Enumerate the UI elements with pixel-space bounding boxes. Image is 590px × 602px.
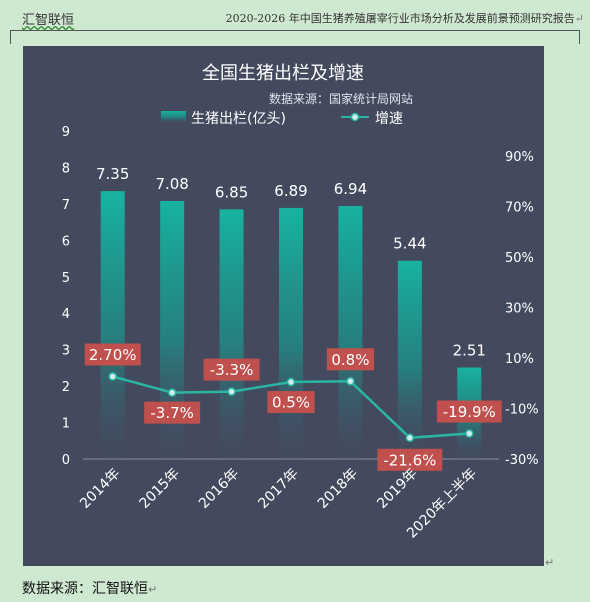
- legend-bar-label: 生猪出栏(亿头): [191, 111, 286, 127]
- bar-value-label: 2.51: [453, 342, 486, 360]
- left-axis-tick-label: 1: [62, 417, 70, 432]
- growth-label-box: [267, 391, 315, 414]
- growth-label-box: [144, 401, 201, 424]
- x-axis-tick-label: 2016年: [196, 466, 242, 512]
- right-axis-tick-label: 30%: [505, 302, 534, 317]
- growth-value-label: -19.9%: [443, 403, 496, 421]
- chart-svg: 全国生猪出栏及增速 数据来源：国家统计局网站 生猪出栏(亿头) 增速 0 1 2 3 4…: [62, 63, 539, 542]
- growth-point-2018年: [346, 377, 355, 386]
- bar-value-label: 6.89: [274, 182, 307, 200]
- right-axis-ticks: -30% -10% 10% 30% 50% 70% 90%: [505, 150, 539, 468]
- header-report-title: 2020-2026 年中国生猪养殖屠宰行业市场分析及发展前景预测研究报告↵: [225, 12, 584, 25]
- left-axis-tick-label: 4: [62, 307, 70, 322]
- growth-point-2019年: [405, 433, 415, 443]
- panel-para-mark: ↵: [545, 556, 555, 569]
- growth-label-box: [377, 448, 443, 471]
- left-axis-tick-label: 8: [62, 161, 70, 176]
- right-axis-tick-label: 90%: [505, 150, 534, 165]
- growth-point-2020年上半年: [465, 429, 474, 438]
- legend-line-label: 增速: [375, 111, 403, 127]
- growth-value-labels: 2.70% -3.7% -3.3% 0.5% 0.8% -21.6% -19.9%: [84, 343, 502, 471]
- x-axis-tick-label: 2019年: [374, 466, 420, 512]
- x-axis-tick-label: 2017年: [255, 466, 301, 512]
- growth-value-label: -3.7%: [150, 404, 194, 422]
- bar-2014年: [100, 191, 125, 459]
- growth-value-label: 0.5%: [272, 394, 310, 412]
- left-axis-tick-label: 7: [62, 198, 70, 213]
- header-corner-left: [10, 30, 11, 44]
- growth-label-box: [436, 400, 502, 423]
- growth-value-label: 2.70%: [89, 346, 137, 364]
- legend-bar-swatch: [161, 111, 186, 123]
- left-axis-tick-label: 5: [62, 271, 70, 286]
- bar-series: [100, 191, 482, 459]
- document-header: 汇智联恒 2020-2026 年中国生猪养殖屠宰行业市场分析及发展前景预测研究报…: [0, 0, 590, 44]
- growth-label-box: [203, 358, 260, 381]
- growth-value-label: -21.6%: [383, 451, 436, 469]
- right-axis-tick-label: 70%: [505, 201, 534, 216]
- right-axis-tick-label: 50%: [505, 251, 534, 266]
- growth-point-2017年: [286, 377, 296, 387]
- bar-2019年: [397, 260, 422, 459]
- header-company-name: 汇智联恒: [22, 13, 75, 28]
- growth-point-2014年: [108, 372, 117, 381]
- left-axis-tick-label: 2: [62, 380, 70, 395]
- x-axis-tick-label: 2015年: [137, 466, 183, 512]
- chart-legend: 生猪出栏(亿头) 增速: [161, 111, 403, 127]
- left-axis-tick-label: 9: [62, 125, 70, 140]
- chart-subtitle: 数据来源：国家统计局网站: [269, 91, 413, 106]
- bar-2016年: [219, 209, 244, 459]
- bar-value-label: 7.08: [155, 175, 188, 193]
- growth-line-series: [108, 372, 474, 443]
- growth-label-box: [326, 348, 375, 371]
- bar-value-label: 6.85: [215, 183, 248, 201]
- growth-point-2016年: [227, 387, 236, 396]
- left-axis-tick-label: 6: [62, 234, 70, 249]
- bar-2017年: [279, 207, 303, 459]
- left-axis-tick-label: 0: [62, 453, 70, 468]
- bar-value-label: 6.94: [334, 180, 367, 198]
- left-axis-ticks: 0 1 2 3 4 5 6 7 8 9: [62, 125, 70, 468]
- legend-line-marker: [350, 112, 360, 122]
- chart-panel[interactable]: 全国生猪出栏及增速 数据来源：国家统计局网站 生猪出栏(亿头) 增速 0 1 2 3 4…: [23, 46, 554, 569]
- bar-value-label: 7.35: [96, 165, 129, 183]
- right-axis-tick-label: -10%: [505, 403, 539, 418]
- growth-value-label: -3.3%: [210, 361, 254, 379]
- header-corner-right: [579, 30, 580, 44]
- x-axis-tick-label: 2018年: [315, 466, 361, 512]
- right-axis-tick-label: -30%: [505, 453, 539, 468]
- bar-value-label: 5.44: [393, 235, 426, 253]
- figure-source: 数据来源：汇智联恒↵: [22, 581, 158, 597]
- header-rule: [10, 30, 580, 31]
- bar-2018年: [338, 206, 363, 459]
- bar-value-labels: 7.35 7.08 6.85 6.89 6.94 5.44 2.51: [96, 165, 486, 359]
- right-axis-tick-label: 10%: [505, 352, 534, 367]
- growth-label-box: [84, 343, 141, 366]
- growth-point-2015年: [167, 388, 177, 397]
- left-axis-tick-label: 3: [62, 344, 70, 359]
- growth-value-label: 0.8%: [331, 351, 369, 369]
- x-axis-tick-label: 2014年: [77, 466, 123, 512]
- chart-title: 全国生猪出栏及增速: [202, 63, 364, 84]
